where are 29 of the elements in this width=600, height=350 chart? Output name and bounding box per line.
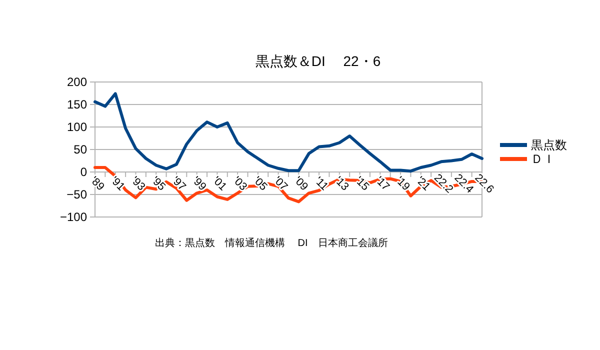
legend-label: ＤＩ — [531, 152, 555, 166]
y-tick-label: −100 — [60, 210, 88, 224]
y-tick-label: 100 — [66, 120, 88, 134]
x-tick-label: '89 — [88, 174, 106, 194]
x-tick-label: '97 — [169, 174, 188, 194]
x-tick-label: '19 — [393, 174, 412, 194]
y-tick-label: 0 — [80, 165, 88, 179]
x-tick-label: '13 — [332, 174, 351, 194]
x-tick-label: '01 — [210, 174, 229, 194]
y-tick-label: 50 — [74, 142, 88, 156]
x-tick-label: '07 — [271, 174, 290, 194]
legend-label: 黒点数 — [531, 138, 567, 152]
x-tick-label: '09 — [291, 174, 310, 194]
line-series — [94, 92, 484, 173]
x-tick-label: '93 — [128, 174, 148, 194]
y-tick-label: −50 — [66, 188, 88, 202]
x-tick-label: '91 — [108, 174, 127, 194]
source-note: 出典：黒点数 情報通信機構 DI 日本商工会議所 — [155, 237, 388, 249]
x-tick-label: '03 — [230, 174, 250, 194]
y-tick-label: 150 — [66, 98, 88, 112]
x-tick-label: '17 — [372, 174, 392, 194]
x-tick-label: '15 — [352, 174, 372, 194]
chart-title: 黒点数＆DI 22・6 — [255, 53, 381, 69]
x-tick-label: '95 — [148, 174, 168, 194]
x-tick-label: '05 — [250, 174, 270, 194]
x-tick-label: '21 — [414, 174, 432, 194]
x-tick-label: '99 — [190, 174, 208, 194]
y-tick-label: 200 — [66, 75, 88, 89]
x-tick-label: '11 — [312, 174, 330, 193]
